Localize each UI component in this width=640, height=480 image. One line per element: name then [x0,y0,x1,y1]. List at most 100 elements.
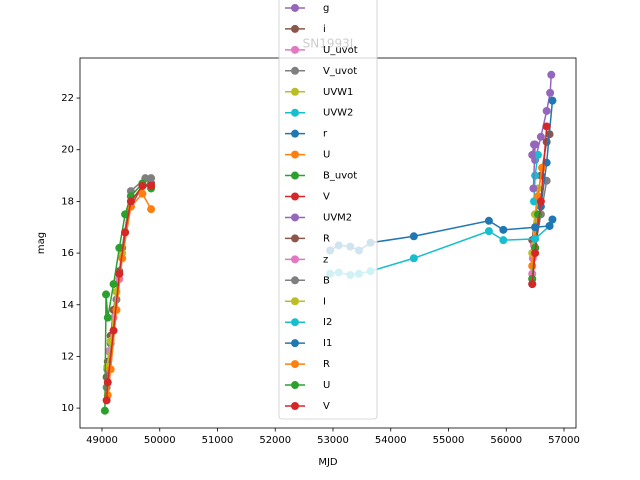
y-tick-label: 16 [61,248,74,259]
legend-marker [291,3,299,12]
point [542,106,551,115]
legend-label: U [323,150,330,161]
point [115,243,124,252]
legend-label: g [323,3,329,14]
point [531,234,540,243]
x-tick-label: 49000 [86,435,118,446]
legend-label: I1 [323,338,332,349]
point [147,174,156,183]
legend-marker [291,150,299,159]
point [542,122,551,131]
point [112,305,121,314]
point [147,181,156,190]
y-tick-label: 18 [61,196,74,207]
legend-marker [291,108,299,117]
point [548,96,557,105]
x-tick-label: 56000 [490,435,522,446]
point [121,210,130,219]
legend-marker [291,129,299,138]
point [147,205,156,214]
legend-marker [291,234,299,243]
point [409,232,418,241]
point [531,249,540,258]
point [499,236,508,245]
point [528,261,537,270]
legend-marker [291,213,299,222]
x-tick-label: 55000 [433,435,465,446]
legend-marker [291,318,299,327]
point [103,378,112,387]
x-tick-label: 54000 [375,435,407,446]
point [545,221,554,230]
series [529,140,540,193]
y-tick-label: 20 [61,145,74,156]
legend-label: B_uvot [323,171,357,182]
x-tick-label: 51000 [202,435,234,446]
legend-label: V [323,401,330,412]
legend-label: r [323,129,328,140]
y-tick-label: 22 [61,93,74,104]
legend-marker [291,255,299,264]
series [529,150,543,206]
point [106,365,115,374]
point [534,150,543,159]
legend-label: V_uvot [323,66,357,77]
point [484,227,493,236]
point [409,254,418,263]
point [546,88,555,97]
legend-label: z [323,254,328,265]
legend-marker [291,192,299,201]
legend-label: V [323,192,330,203]
line [532,144,536,189]
legend-label: I2 [323,317,332,328]
legend-label: I [323,296,326,307]
point [529,184,538,193]
legend-marker [291,360,299,369]
point [115,269,124,278]
point [531,223,540,232]
y-tick-label: 10 [61,403,74,414]
legend-label: U_uvot [323,45,358,56]
x-tick-label: 52000 [259,435,291,446]
x-tick-label: 50000 [144,435,176,446]
point [531,171,540,180]
x-tick-label: 53000 [317,435,349,446]
point [531,140,540,149]
legend [278,0,378,420]
legend-marker [291,171,299,180]
point [138,181,147,190]
legend-label: U [323,380,330,391]
legend-marker [291,381,299,390]
legend-label: UVM2 [323,212,352,223]
x-axis-label: MJD [318,457,338,468]
point [100,406,109,415]
legend-marker [291,45,299,54]
legend-marker [291,87,299,96]
legend-marker [291,276,299,285]
legend-label: i [323,24,326,35]
y-tick-label: 14 [61,300,74,311]
legend-marker [291,24,299,33]
y-tick-label: 12 [61,351,74,362]
point [528,280,537,289]
point [536,132,545,141]
point [121,228,130,237]
legend-marker [291,339,299,348]
point [499,225,508,234]
legend-marker [291,66,299,75]
point [126,197,135,206]
point [109,280,118,289]
legend-marker [291,402,299,410]
legend-marker [291,297,299,306]
point [484,216,493,225]
series [102,181,156,405]
point [538,163,547,172]
point [138,189,147,198]
point [534,210,543,219]
legend-label: UVW2 [323,108,353,119]
y-axis-label: mag [36,232,47,254]
point [102,290,111,299]
legend-label: B [323,275,330,286]
legend-label: UVW1 [323,87,353,98]
